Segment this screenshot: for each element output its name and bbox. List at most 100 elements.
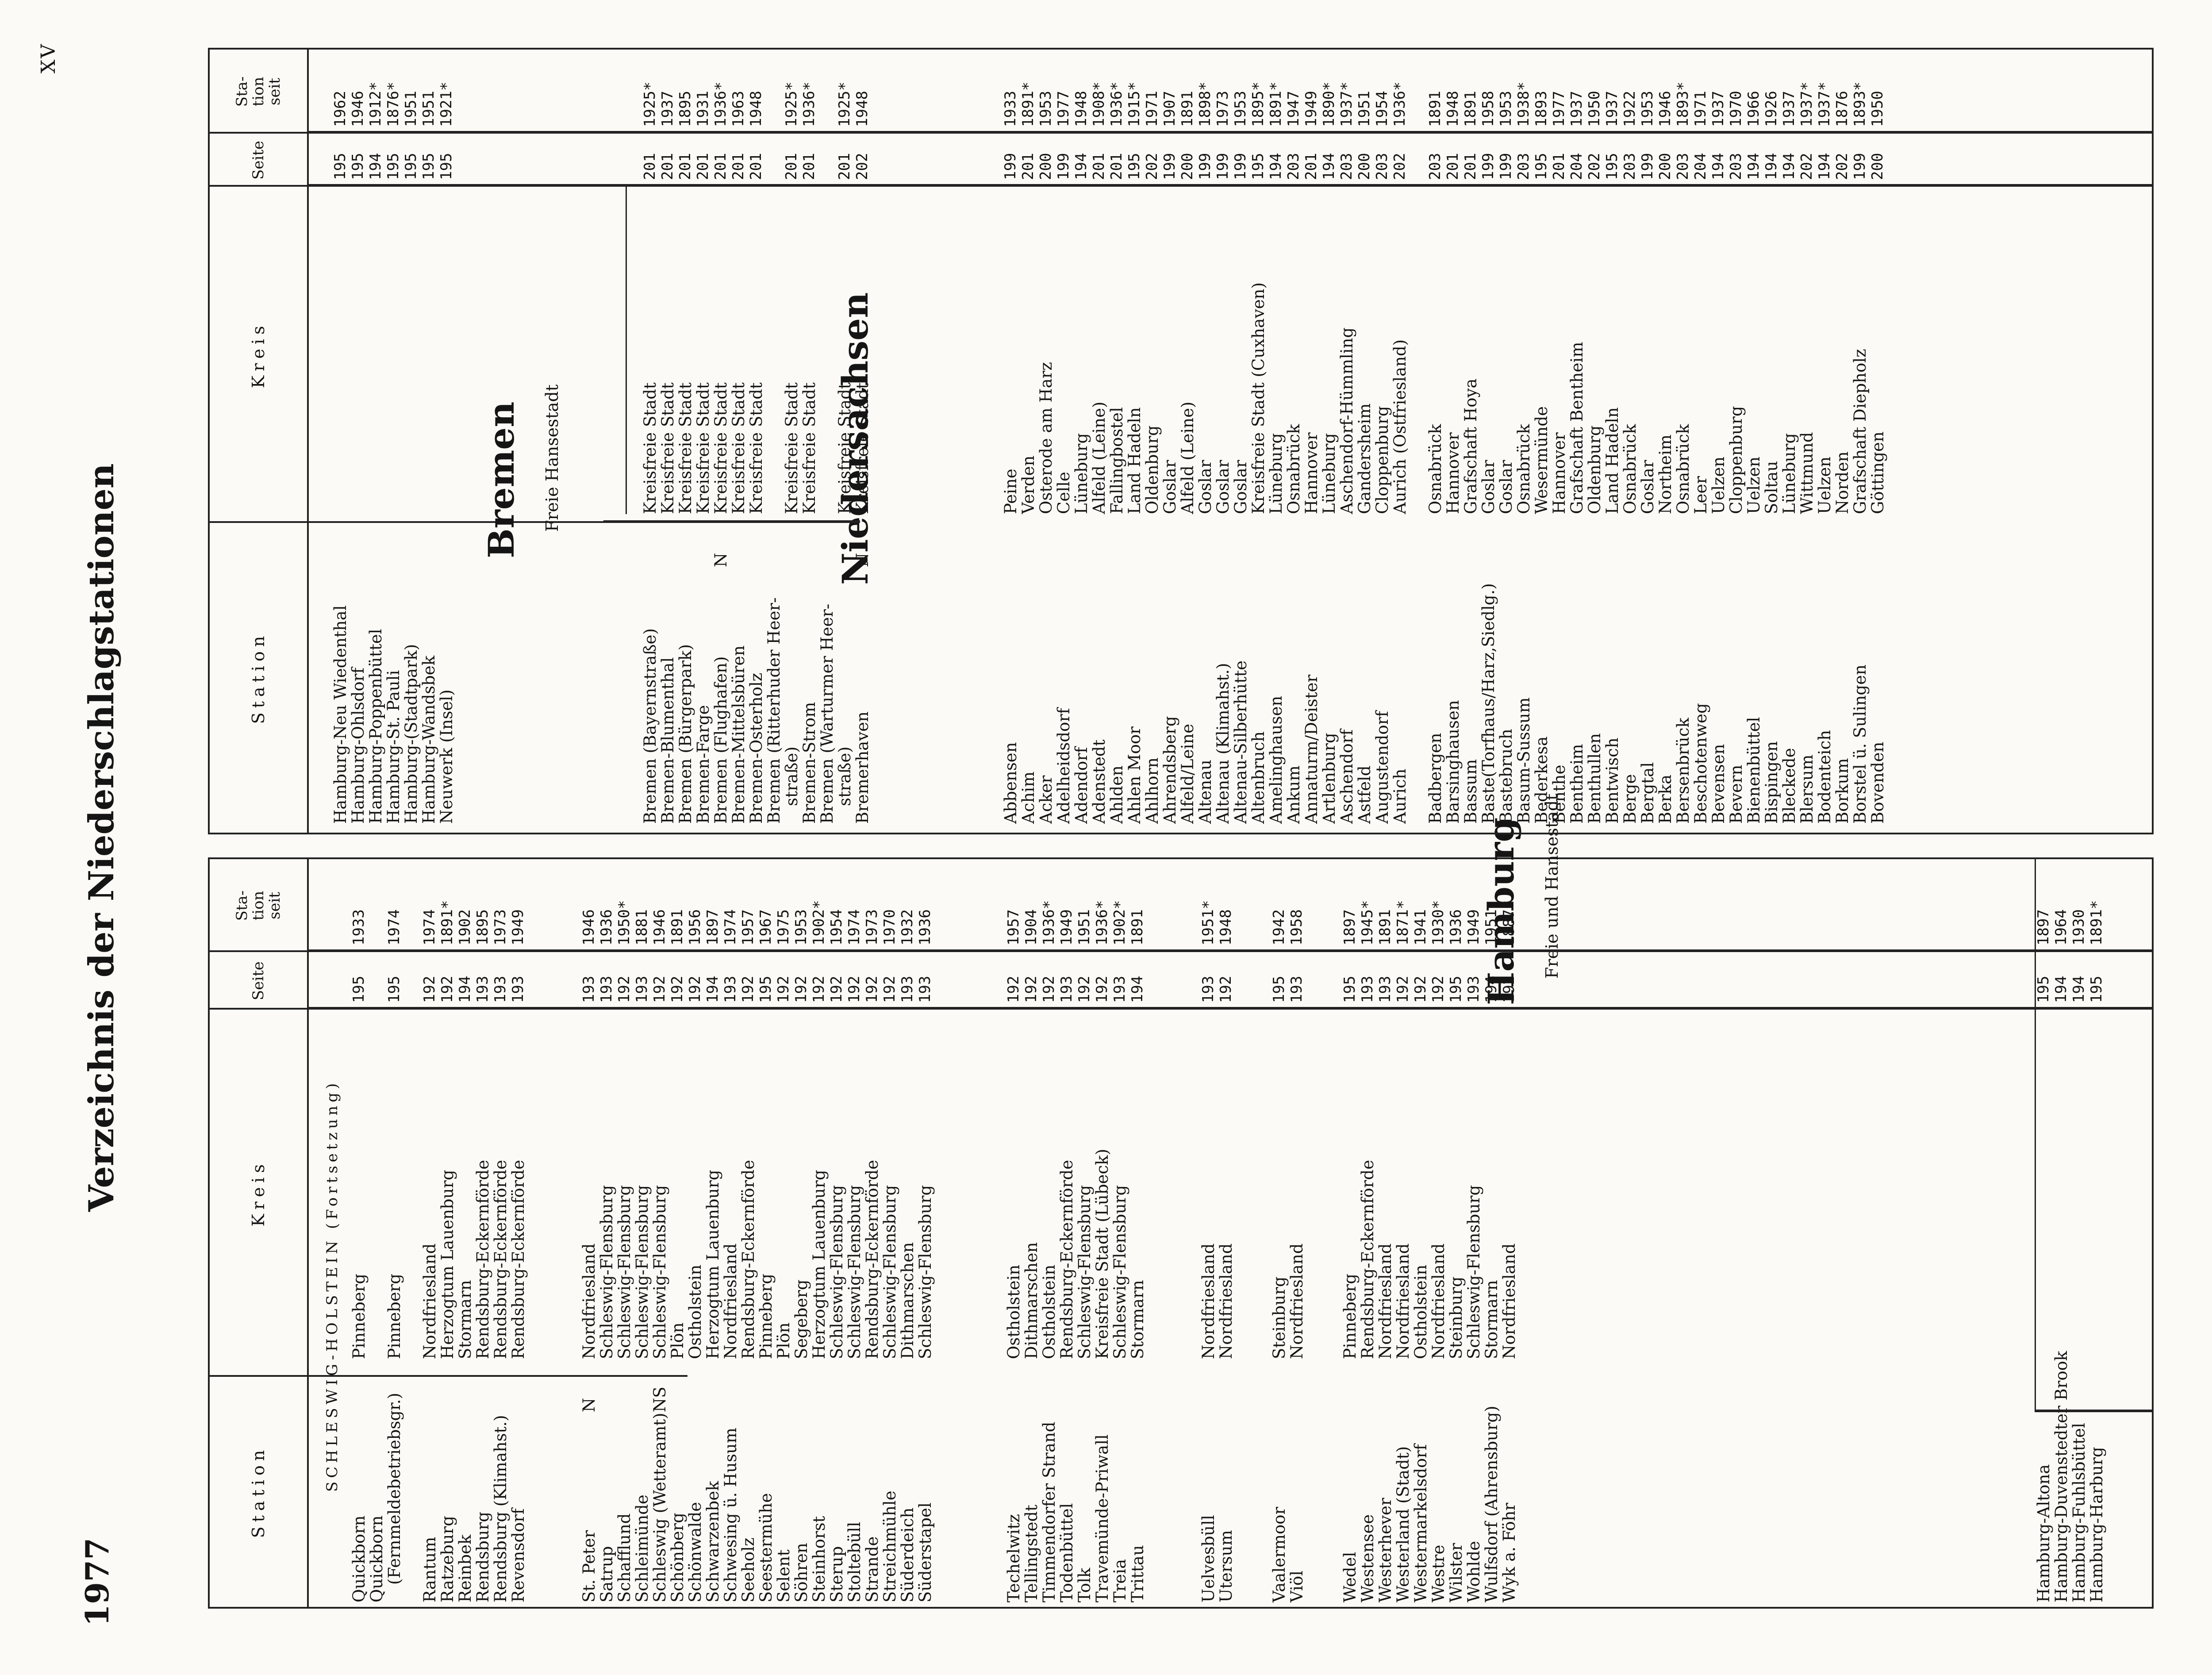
station-cell: Schönberg bbox=[668, 1513, 687, 1602]
seite-cell: 194 bbox=[2052, 976, 2070, 1003]
table-row: Westerland (Stadt) Nordfriesland 192 1871* bbox=[1394, 859, 1413, 1607]
seite-cell: 201 bbox=[783, 153, 800, 180]
table-row: Bremen-Osterholz Kreisfreie Stadt 201 1948 bbox=[747, 50, 766, 833]
station-seit-cell: 1937 bbox=[1568, 91, 1586, 127]
station-seit-cell: 1936 bbox=[598, 909, 615, 945]
table-row: Hamburg-St. Pauli 195 1876* bbox=[384, 50, 403, 833]
seite-cell: 194 bbox=[1320, 153, 1338, 180]
station-cell: Süderstapel bbox=[916, 1502, 935, 1602]
station-seit-cell: 1895 bbox=[676, 91, 694, 127]
right-table-header: Station Kreis Seite Sta- tion seit bbox=[210, 50, 309, 833]
seit-column-rule bbox=[307, 949, 2152, 952]
station-cell: Hamburg-Ohlsdorf bbox=[349, 667, 368, 824]
station-seit-cell: 1936 bbox=[916, 909, 934, 945]
kreis-cell: Steinburg bbox=[1447, 1276, 1466, 1359]
station-seit-cell: 1907 bbox=[1161, 91, 1179, 127]
kreis-cell: Leer bbox=[1691, 476, 1710, 514]
station-cell: Bremen-Blumenthal bbox=[658, 657, 677, 824]
table-row: Tolk Schleswig-Flensburg 192 1951 bbox=[1075, 859, 1094, 1607]
station-cell: Bispingen bbox=[1762, 741, 1781, 824]
kreis-cell: Kreisfreie Stadt bbox=[800, 382, 819, 514]
seite-cell: 200 bbox=[1037, 153, 1055, 180]
table-row: Bremen (Bayernstraße) Kreisfreie Stadt 201… bbox=[641, 50, 660, 833]
station-seit-cell: 1942 bbox=[1270, 909, 1288, 945]
seite-cell: 199 bbox=[1232, 153, 1249, 180]
header-station-seit: Sta- tion seit bbox=[210, 859, 307, 952]
kreis-cell: Kreisfreie Stadt bbox=[729, 382, 748, 514]
seite-cell: 192 bbox=[686, 976, 704, 1003]
station-seit-cell: 1951 bbox=[402, 91, 420, 127]
station-seit-cell: 1946 bbox=[349, 91, 367, 127]
station-seit-cell: 1949 bbox=[509, 909, 527, 945]
table-row: Adendorf Lüneburg 194 1948 bbox=[1072, 50, 1091, 833]
station-seit-cell: 1974 bbox=[845, 909, 863, 945]
table-row: Timmendorfer Strand Ostholstein 192 1936* bbox=[1040, 859, 1059, 1607]
station-cell: Altenau-Silberhütte bbox=[1231, 660, 1250, 824]
seite-cell: 199 bbox=[1002, 153, 1019, 180]
station-seit-cell: 1973 bbox=[492, 909, 509, 945]
table-row: Annaturm/Deister Hannover 201 1949 bbox=[1302, 50, 1321, 833]
seite-cell: 192 bbox=[1412, 976, 1429, 1003]
kreis-cell: Kreisfreie Stadt (Lübeck) bbox=[1093, 1149, 1112, 1359]
station-seit-cell: 1897 bbox=[2035, 909, 2052, 945]
seite-cell: 195 bbox=[402, 153, 420, 180]
station-seit-cell: 1932 bbox=[899, 909, 916, 945]
table-row: Techelwitz Ostholstein 192 1957 bbox=[1004, 859, 1023, 1607]
station-cell: Basum-Sussum bbox=[1514, 697, 1533, 824]
seite-cell: 192 bbox=[775, 976, 792, 1003]
station-cell: Wilster bbox=[1447, 1543, 1466, 1603]
seite-cell: 193 bbox=[899, 976, 916, 1003]
table-row: Wedel Pinneberg 195 1897 bbox=[1340, 859, 1359, 1607]
station-cell: Bremen (Ritterhuder Heer- bbox=[764, 597, 783, 824]
station-cell: Travemünde-Priwall bbox=[1093, 1434, 1112, 1602]
kreis-cell: Gandersheim bbox=[1355, 403, 1374, 514]
station-cell: Hamburg-Fuhlsbüttel bbox=[2070, 1423, 2089, 1602]
seite-cell: 203 bbox=[1338, 153, 1356, 180]
table-row: Adenstedt Alfeld (Leine) 201 1908* bbox=[1090, 50, 1109, 833]
table-row: Achim Verden 201 1891* bbox=[1019, 50, 1038, 833]
station-cell: Bergtal bbox=[1638, 762, 1657, 824]
kreis-cell: Goslar bbox=[1160, 460, 1179, 514]
station-cell: Acker bbox=[1037, 775, 1056, 824]
kreis-cell: Schleswig-Flensburg bbox=[827, 1185, 846, 1359]
table-row: Ahlen Moor Land Hadeln 195 1915* bbox=[1125, 50, 1144, 833]
table-row: Bovenden Göttingen 200 1950 bbox=[1868, 50, 1887, 833]
kreis-cell: Nordfriesland bbox=[420, 1243, 439, 1359]
station-seit-cell: 1966 bbox=[1745, 91, 1763, 127]
station-seit-cell: 1948 bbox=[1217, 909, 1235, 945]
table-row: Schafflund Schleswig-Flensburg 192 1950* bbox=[615, 859, 634, 1607]
table-row: Bienenbüttel Uelzen 194 1966 bbox=[1744, 50, 1763, 833]
kreis-cell: Kreisfreie Stadt bbox=[711, 382, 730, 514]
table-row: Bremen (Ritterhuder Heer- bbox=[764, 50, 783, 833]
table-row: Benthe Hannover 201 1977 bbox=[1550, 50, 1569, 833]
seite-cell: 194 bbox=[2070, 976, 2088, 1003]
station-seit-cell: 1948 bbox=[1444, 91, 1462, 127]
table-row bbox=[1164, 859, 1182, 1607]
kreis-cell: Schleswig-Flensburg bbox=[1075, 1185, 1094, 1359]
kreis-cell: Schleswig-Flensburg bbox=[597, 1185, 616, 1359]
seite-column-rule bbox=[307, 184, 2152, 187]
station-cell: Trittau bbox=[1128, 1545, 1147, 1602]
kreis-cell: Alfeld (Leine) bbox=[1178, 401, 1197, 514]
station-cell: Wulfsdorf (Ahrensburg) bbox=[1482, 1406, 1501, 1602]
station-seit-cell: 1977 bbox=[1550, 91, 1568, 127]
station-cell: Bienenbüttel bbox=[1744, 717, 1763, 824]
seite-cell: 195 bbox=[350, 976, 368, 1003]
seite-cell: 193 bbox=[633, 976, 651, 1003]
station-seit-cell: 1949 bbox=[1058, 909, 1075, 945]
station-cell: Bersenbrück bbox=[1674, 718, 1693, 824]
table-row: Satrup Schleswig-Flensburg 193 1936 bbox=[597, 859, 616, 1607]
table-row: Bevern Cloppenburg 203 1970 bbox=[1727, 50, 1746, 833]
station-cell: Berka bbox=[1656, 774, 1675, 824]
table-row bbox=[527, 859, 545, 1607]
seite-cell: 192 bbox=[1093, 976, 1111, 1003]
station-seit-cell: 1937* bbox=[1798, 81, 1816, 127]
seite-cell: 194 bbox=[1267, 153, 1285, 180]
kreis-cell: Schleswig-Flensburg bbox=[880, 1185, 899, 1359]
station-seit-cell: 1937 bbox=[659, 91, 676, 127]
seite-cell: 201 bbox=[747, 153, 765, 180]
station-cell: (Fernmeldebetriebsgr.) bbox=[385, 1393, 404, 1585]
hamburg-box-rule bbox=[2035, 1410, 2152, 1412]
table-row: Hamburg-Ohlsdorf 195 1946 bbox=[349, 50, 368, 833]
station-seit-cell: 1950* bbox=[615, 900, 633, 945]
